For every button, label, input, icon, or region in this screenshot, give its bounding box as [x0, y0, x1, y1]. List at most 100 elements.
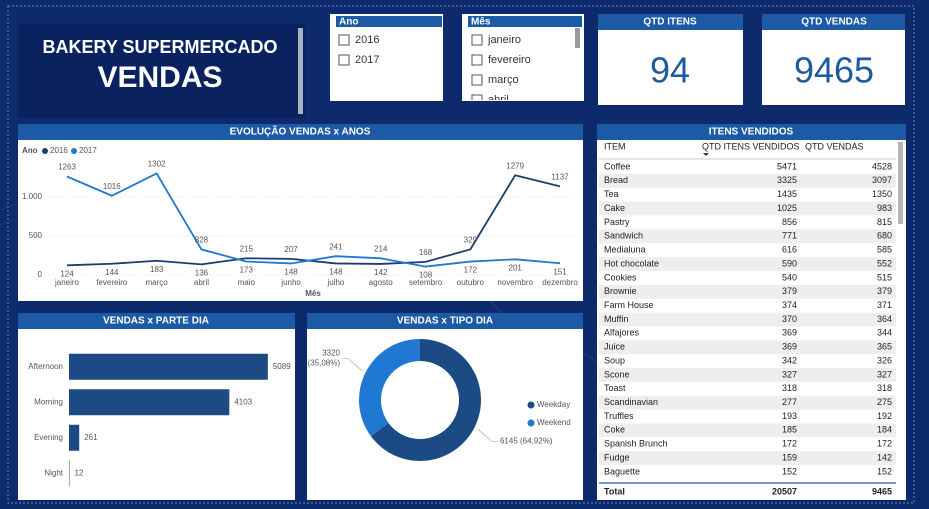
x-tick-label: dezembro: [542, 278, 578, 287]
x-tick-label: novembro: [497, 278, 533, 287]
table-cell: 365: [877, 342, 892, 352]
legend-marker: [527, 419, 535, 427]
data-label: 241: [329, 242, 343, 251]
table-cell: Farm House: [604, 300, 654, 310]
table-title: ITENS VENDIDOS: [709, 127, 794, 138]
data-label: 136: [195, 269, 209, 278]
legend-label: Weekend: [537, 418, 571, 427]
slicer-item[interactable]: 2017: [355, 54, 379, 66]
data-label: 148: [329, 268, 343, 277]
row-band: [599, 284, 896, 299]
table-cell: 3325: [777, 175, 797, 185]
table-cell: 159: [782, 452, 797, 462]
legend-title: Ano: [22, 146, 38, 155]
line-series: [66, 174, 561, 267]
table-total: Total: [604, 486, 625, 496]
data-label: 173: [240, 266, 254, 275]
column-header: ITEM: [604, 141, 626, 151]
row-band: [599, 257, 896, 271]
slicer-header: [336, 16, 442, 27]
pie-slice: [370, 339, 481, 462]
table-cell: 192: [877, 411, 892, 421]
data-label: 144: [105, 268, 119, 277]
slicer-item[interactable]: 2016: [355, 34, 379, 46]
table-cell: Scandinavian: [604, 397, 658, 407]
table-cell: 172: [877, 439, 892, 449]
table-cell: Medialuna: [604, 245, 646, 255]
table-cell: 142: [877, 452, 892, 462]
table-cell: 371: [877, 300, 892, 310]
chart-header: [18, 124, 583, 140]
data-label: 142: [374, 268, 388, 277]
chart-panel: [18, 124, 583, 301]
table-cell: 152: [782, 466, 797, 476]
data-label: 329: [464, 235, 478, 244]
table-cell: Tea: [604, 189, 619, 199]
table-cell: Baguette: [604, 466, 640, 476]
table-cell: 856: [782, 217, 797, 227]
data-label: 207: [284, 245, 298, 254]
chart-panel: [307, 313, 583, 500]
table-cell: 369: [782, 342, 797, 352]
data-label: 1263: [58, 163, 76, 172]
checkbox[interactable]: [338, 54, 350, 66]
table-cell: Cookies: [604, 272, 637, 282]
table-cell: 1435: [777, 189, 797, 199]
sort-indicator: [703, 153, 709, 156]
x-tick-label: setembro: [409, 278, 443, 287]
card-label: QTD VENDAS: [801, 17, 867, 28]
slicer-item[interactable]: março: [488, 74, 519, 86]
table-cell: 364: [877, 314, 892, 324]
chart-title: EVOLUÇÃO VENDAS x ANOS: [230, 125, 371, 138]
x-tick-label: outubro: [457, 278, 485, 287]
y-tick-label: 500: [29, 231, 43, 240]
column-header: QTD ITENS VENDIDOS: [702, 141, 800, 151]
chart-header: [307, 313, 583, 329]
table-cell: 616: [782, 245, 797, 255]
slicer-item[interactable]: janeiro: [487, 34, 521, 46]
table-cell: Pastry: [604, 217, 630, 227]
card-header: [598, 14, 743, 30]
slicer-title: Ano: [339, 17, 358, 28]
slicer-item[interactable]: abril: [488, 94, 509, 106]
legend-label: Weekday: [537, 400, 570, 409]
x-tick-label: abril: [194, 278, 209, 287]
bar: [69, 389, 230, 416]
table-cell: 172: [782, 439, 797, 449]
checkbox[interactable]: [338, 34, 350, 46]
table-cell: 515: [877, 272, 892, 282]
table-cell: 370: [782, 314, 797, 324]
checkbox[interactable]: [471, 74, 483, 86]
table-cell: 1025: [777, 203, 797, 213]
line-series: [66, 172, 561, 268]
y-tick-label: 1.000: [22, 192, 43, 201]
scrollbar[interactable]: [575, 28, 580, 48]
slicer-item[interactable]: fevereiro: [488, 54, 531, 66]
table-cell: 379: [782, 286, 797, 296]
column-header: QTD VENDAS: [805, 141, 864, 151]
legend-marker: [42, 148, 48, 154]
y-tick-label: 0: [38, 270, 43, 279]
data-label: 5089: [273, 362, 291, 371]
table-cell: 185: [782, 425, 797, 435]
x-tick-label: janeiro: [54, 278, 80, 287]
table-cell: Cake: [604, 203, 625, 213]
data-label: 215: [240, 244, 254, 253]
table-cell: Scone: [604, 369, 630, 379]
legend-marker: [71, 148, 77, 154]
checkbox[interactable]: [471, 54, 483, 66]
table-cell: 540: [782, 272, 797, 282]
title: BAKERY SUPERMERCADO: [42, 37, 277, 57]
table-cell: Truffles: [604, 411, 634, 421]
data-label: 261: [84, 433, 98, 442]
bar: [69, 424, 80, 451]
table-cell: Soup: [604, 355, 625, 365]
pie-slice: [358, 339, 420, 437]
table-cell: Coke: [604, 425, 625, 435]
table-cell: 552: [877, 258, 892, 268]
checkbox[interactable]: [471, 94, 483, 105]
checkbox[interactable]: [471, 34, 483, 46]
scrollbar[interactable]: [898, 142, 903, 224]
card-value: 9465: [794, 50, 874, 91]
x-tick-label: maio: [238, 278, 256, 287]
